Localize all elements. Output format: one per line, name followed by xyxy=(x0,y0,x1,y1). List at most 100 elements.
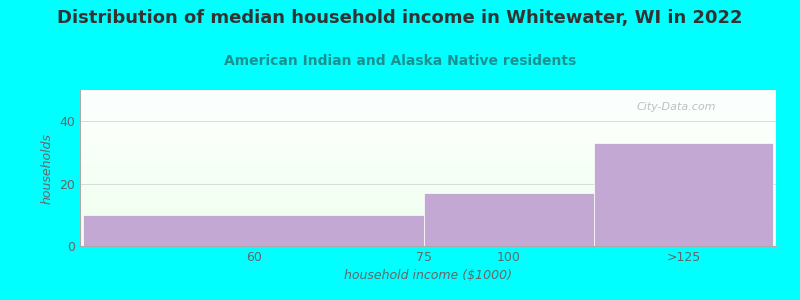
Bar xyxy=(80,160,776,161)
X-axis label: household income ($1000): household income ($1000) xyxy=(344,269,512,282)
Bar xyxy=(80,185,776,186)
Bar xyxy=(80,139,776,140)
Bar xyxy=(80,125,776,126)
Bar xyxy=(80,201,776,202)
Bar xyxy=(80,202,776,203)
Bar xyxy=(80,178,776,179)
Bar xyxy=(80,196,776,197)
Bar xyxy=(80,167,776,168)
Bar xyxy=(80,225,776,226)
Bar xyxy=(80,97,776,98)
Bar xyxy=(80,188,776,189)
Bar xyxy=(80,146,776,147)
Bar xyxy=(80,214,776,215)
Bar xyxy=(80,130,776,131)
Bar xyxy=(80,234,776,235)
Bar xyxy=(80,144,776,145)
Bar xyxy=(80,245,776,246)
Bar xyxy=(424,193,594,246)
Bar xyxy=(80,215,776,216)
Bar xyxy=(80,210,776,211)
Bar xyxy=(80,165,776,166)
Bar xyxy=(80,158,776,159)
Bar xyxy=(80,169,776,170)
Bar xyxy=(80,124,776,125)
Bar xyxy=(80,166,776,167)
Bar xyxy=(80,90,776,91)
Bar xyxy=(80,100,776,101)
Bar xyxy=(80,163,776,164)
Bar xyxy=(80,237,776,238)
Bar xyxy=(80,154,776,155)
Bar xyxy=(80,199,776,200)
Bar xyxy=(80,195,776,196)
Bar xyxy=(80,184,776,185)
Bar xyxy=(80,159,776,160)
Bar xyxy=(80,148,776,149)
Bar xyxy=(80,116,776,117)
Bar xyxy=(80,104,776,105)
Bar xyxy=(80,218,776,219)
Bar xyxy=(80,141,776,142)
Bar xyxy=(80,102,776,103)
Bar xyxy=(80,133,776,134)
Bar xyxy=(80,230,776,231)
Text: American Indian and Alaska Native residents: American Indian and Alaska Native reside… xyxy=(224,54,576,68)
Bar xyxy=(80,193,776,194)
Bar xyxy=(80,224,776,225)
Bar xyxy=(80,243,776,244)
Bar xyxy=(80,156,776,157)
Bar xyxy=(80,123,776,124)
Bar xyxy=(80,207,776,208)
Bar xyxy=(80,194,776,195)
Bar xyxy=(80,138,776,139)
Bar xyxy=(80,186,776,187)
Bar xyxy=(80,240,776,241)
Bar xyxy=(80,136,776,137)
Bar xyxy=(80,171,776,172)
Text: Distribution of median household income in Whitewater, WI in 2022: Distribution of median household income … xyxy=(58,9,742,27)
Bar xyxy=(80,175,776,176)
Bar xyxy=(80,129,776,130)
Bar xyxy=(80,172,776,173)
Bar xyxy=(80,153,776,154)
Bar xyxy=(80,241,776,242)
Bar xyxy=(80,145,776,146)
Bar xyxy=(80,220,776,221)
Bar xyxy=(80,217,776,218)
Bar xyxy=(80,135,776,136)
Bar xyxy=(80,203,776,204)
Bar xyxy=(80,108,776,109)
Bar xyxy=(80,103,776,104)
Bar xyxy=(80,137,776,138)
Bar xyxy=(80,236,776,237)
Bar xyxy=(80,213,776,214)
Bar xyxy=(80,107,776,108)
Bar xyxy=(80,119,776,120)
Bar xyxy=(80,140,776,141)
Bar xyxy=(80,162,776,163)
Bar xyxy=(80,198,776,199)
Bar xyxy=(80,170,776,171)
Text: City-Data.com: City-Data.com xyxy=(637,103,716,112)
Bar xyxy=(80,105,776,106)
Bar xyxy=(80,150,776,151)
Bar xyxy=(80,205,776,206)
Bar xyxy=(80,216,776,217)
Bar xyxy=(80,122,776,123)
Bar xyxy=(80,227,776,228)
Bar xyxy=(80,118,776,119)
Bar xyxy=(80,168,776,169)
Bar xyxy=(80,101,776,102)
Bar xyxy=(80,189,776,190)
Bar xyxy=(80,200,776,201)
Bar xyxy=(80,149,776,150)
Bar xyxy=(80,111,776,112)
Bar xyxy=(80,120,776,121)
Bar xyxy=(80,147,776,148)
Bar xyxy=(80,96,776,97)
Bar xyxy=(80,187,776,188)
Bar xyxy=(80,117,776,118)
Bar xyxy=(594,143,773,246)
Bar xyxy=(80,206,776,207)
